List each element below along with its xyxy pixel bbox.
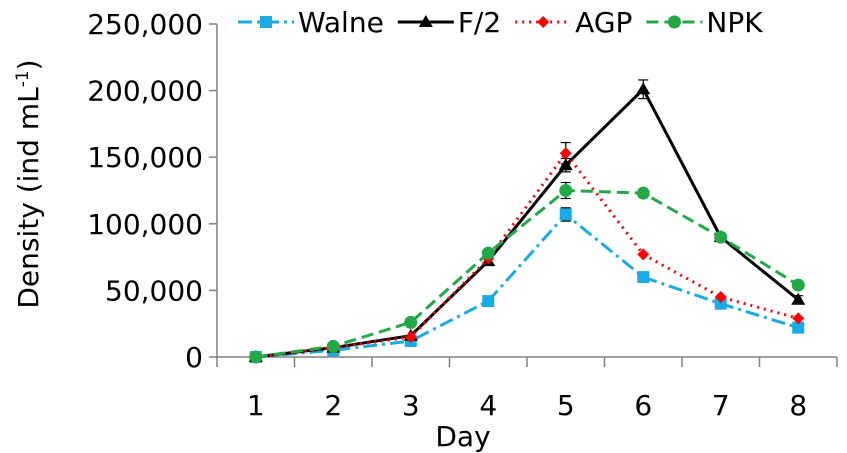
data-point-agp (637, 248, 650, 261)
data-point-walne (637, 271, 650, 284)
data-point-walne (714, 297, 727, 310)
legend-swatch-marker (667, 15, 681, 29)
y-tick-label: 150,000 (87, 141, 203, 174)
series-group (248, 79, 806, 364)
data-point-agp (404, 331, 417, 344)
x-tick-label: 8 (789, 389, 807, 422)
y-axis-title: Density (ind mL-1) (12, 59, 45, 308)
data-point-npk (636, 186, 650, 200)
data-point-npk (249, 350, 263, 364)
data-point-walne (559, 208, 572, 221)
axes (216, 24, 837, 358)
data-point-npk (481, 246, 495, 260)
data-point-f-2 (791, 292, 806, 305)
data-point-agp (559, 147, 572, 160)
data-point-npk (404, 315, 418, 329)
x-tick-label: 4 (479, 389, 497, 422)
legend-swatch-marker (537, 16, 550, 28)
x-tick-label: 1 (247, 389, 265, 422)
x-tick-label: 2 (324, 389, 342, 422)
data-point-npk (791, 278, 805, 292)
y-tick-label: 200,000 (87, 75, 203, 108)
series-line-npk (255, 189, 800, 359)
y-tick-label: 50,000 (105, 274, 203, 307)
data-point-agp (792, 312, 805, 325)
series-line-agp (255, 151, 799, 359)
legend-label: F/2 (458, 6, 501, 39)
legend-swatch-marker (260, 16, 272, 28)
x-tick-label: 6 (634, 389, 652, 422)
y-axis-title-main: Density (ind mL (12, 87, 45, 309)
data-point-npk (714, 230, 728, 244)
series-line-walne (255, 212, 799, 359)
data-point-npk (559, 184, 573, 197)
data-point-walne (482, 295, 495, 308)
data-point-walne (792, 321, 805, 334)
legend-item-walne: Walne (238, 6, 384, 39)
x-tick-label: 7 (712, 389, 730, 422)
y-axis-ticks: 0 50,000 100,000 150,000 200,000 250,000 (87, 8, 217, 374)
x-tick-label: 5 (557, 389, 575, 422)
legend-label: AGP (575, 6, 632, 39)
y-tick-label: 0 (185, 341, 203, 374)
y-axis-title-suffix: ) (12, 59, 45, 70)
y-tick-label: 250,000 (87, 8, 203, 41)
x-axis-ticks: 1 2 3 4 5 6 7 8 (216, 357, 838, 422)
y-tick-label: 100,000 (87, 208, 203, 241)
data-point-npk (326, 339, 340, 353)
series-npk (249, 181, 805, 364)
data-point-f-2 (636, 82, 651, 95)
legend-label: NPK (706, 6, 763, 39)
series-agp (249, 141, 805, 363)
legend-swatch-marker (418, 15, 433, 27)
legend: Walne F/2 AGP NPK (238, 6, 763, 39)
x-axis-title: Day (435, 420, 490, 453)
legend-item-agp: AGP (515, 6, 632, 39)
legend-label: Walne (298, 6, 384, 39)
x-tick-label: 3 (402, 389, 420, 422)
legend-item-f-2: F/2 (397, 6, 501, 39)
legend-item-npk: NPK (646, 6, 763, 39)
data-point-agp (714, 291, 727, 304)
y-axis-title-superscript: -1 (13, 70, 33, 87)
